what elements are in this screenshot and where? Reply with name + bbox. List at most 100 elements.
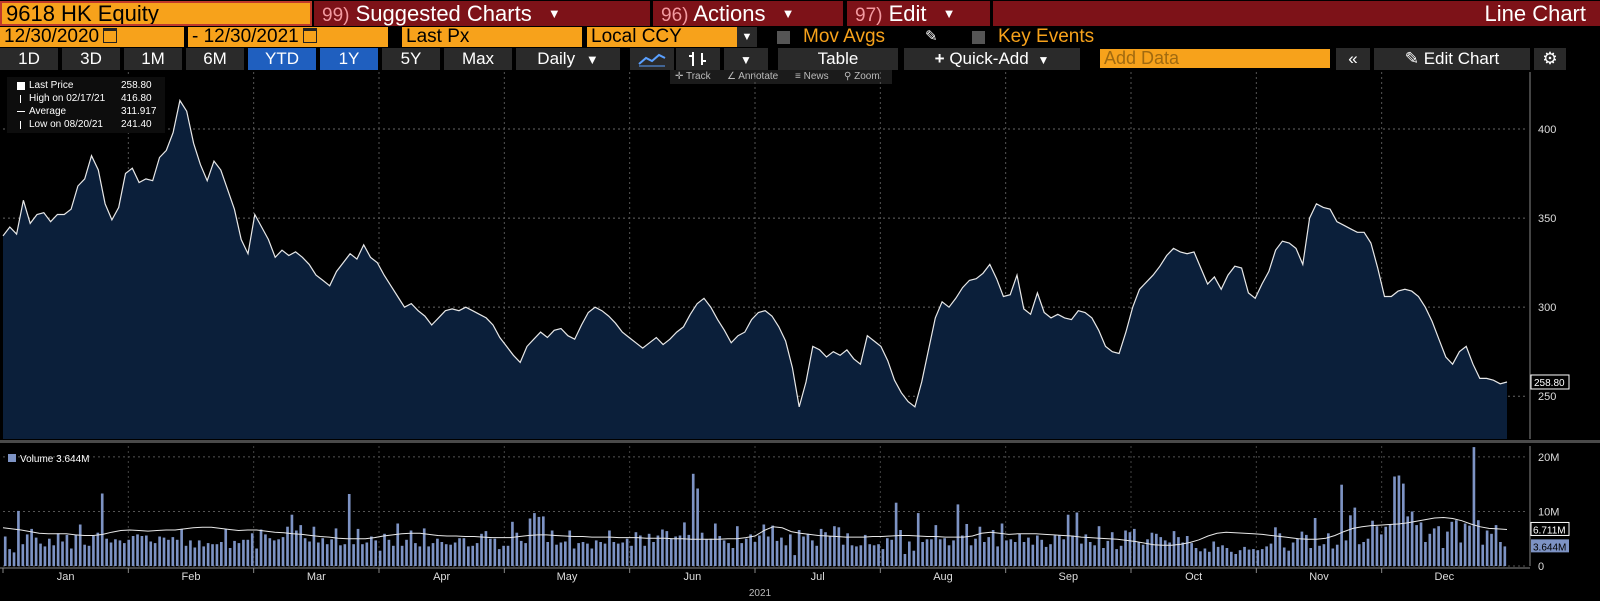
chevron-down-icon: ▼ xyxy=(547,6,561,21)
volume-bar xyxy=(771,525,774,566)
field-select[interactable]: Last Px xyxy=(402,27,582,47)
volume-gridlines xyxy=(3,446,1528,567)
volume-bar xyxy=(1185,536,1189,566)
volume-bar xyxy=(1230,551,1233,566)
period-select[interactable]: Daily ▼ xyxy=(516,48,620,70)
collapse-icon[interactable]: « xyxy=(1336,48,1370,70)
volume-bar xyxy=(1036,535,1039,566)
volume-bar xyxy=(599,542,602,566)
volume-bar xyxy=(299,525,303,566)
gear-icon[interactable]: ⚙ xyxy=(1534,48,1566,70)
volume-bar xyxy=(1124,530,1127,566)
volume-bar xyxy=(1110,532,1114,566)
volume-bar xyxy=(83,544,86,566)
volume-bar xyxy=(43,546,47,566)
price-tick-label: 350 xyxy=(1538,213,1556,225)
mov-avgs-label[interactable]: Mov Avgs xyxy=(803,27,886,47)
volume-bar xyxy=(1278,533,1282,566)
key-events-label[interactable]: Key Events xyxy=(998,27,1095,47)
volume-bar xyxy=(1269,543,1273,566)
line-chart-type-button[interactable] xyxy=(630,48,674,70)
volume-bar xyxy=(1291,542,1295,566)
volume-bar xyxy=(863,534,867,566)
edit-button[interactable]: 97) Edit ▼ xyxy=(847,1,990,26)
volume-bar xyxy=(546,542,550,566)
ticker-input[interactable]: 9618 HK Equity xyxy=(0,1,312,26)
volume-bar xyxy=(665,531,669,566)
edit-chart-button[interactable]: ✎ Edit Chart xyxy=(1374,48,1530,70)
volume-bar xyxy=(1446,531,1449,566)
low-value: 241.40 xyxy=(121,119,152,130)
price-area-fill xyxy=(3,100,1507,439)
suggested-charts-button[interactable]: 99) Suggested Charts ▼ xyxy=(314,1,650,26)
range-1y-button[interactable]: 1Y xyxy=(320,48,378,70)
volume-bar xyxy=(846,533,849,566)
chart-type-dropdown[interactable]: ▼ xyxy=(724,48,768,70)
range-5y-button[interactable]: 5Y xyxy=(382,48,440,70)
range-3d-button[interactable]: 3D xyxy=(62,48,120,70)
range-max-button[interactable]: Max xyxy=(444,48,512,70)
volume-bar xyxy=(1208,551,1211,566)
date-to-field[interactable]: - 12/30/2021 xyxy=(188,27,388,47)
volume-bar xyxy=(418,546,422,566)
chevron-down-icon: ▼ xyxy=(942,6,956,21)
volume-bar xyxy=(947,545,951,566)
volume-bar xyxy=(868,544,872,566)
chevron-down-icon[interactable]: ▼ xyxy=(737,27,757,47)
actions-button[interactable]: 96) Actions ▼ xyxy=(653,1,843,26)
volume-bar xyxy=(1168,542,1171,566)
volume-last-tag xyxy=(1531,539,1569,553)
x-tick-label: Jun xyxy=(683,571,701,583)
calendar-icon[interactable] xyxy=(302,28,317,43)
annotate-label: Annotate xyxy=(738,71,779,82)
volume-bar xyxy=(458,538,461,566)
bar-chart-type-button[interactable] xyxy=(676,48,720,70)
volume-bar xyxy=(581,542,585,566)
range-6m-button[interactable]: 6M xyxy=(186,48,244,70)
range-1d-button[interactable]: 1D xyxy=(0,48,58,70)
edit-chart-label: Edit Chart xyxy=(1423,49,1500,68)
volume-bar xyxy=(974,538,977,566)
date-from-field[interactable]: 12/30/2020 xyxy=(0,27,184,47)
key-events-checkbox[interactable] xyxy=(972,31,985,44)
volume-bar xyxy=(1410,511,1414,566)
volume-bar xyxy=(1362,542,1365,566)
price-volume-chart[interactable]: 250 300 350 400 258.80 20M 10M 0 6.711M 3.644M J… xyxy=(0,70,1600,601)
pencil-icon[interactable]: ✎ xyxy=(925,28,938,45)
volume-bar xyxy=(886,538,889,566)
mov-avgs-checkbox[interactable] xyxy=(777,31,790,44)
add-data-input[interactable]: Add Data xyxy=(1100,49,1330,68)
track-tool[interactable]: ✛ Track xyxy=(675,71,711,82)
volume-bar xyxy=(537,516,541,566)
calendar-icon[interactable] xyxy=(103,28,118,43)
volume-bar xyxy=(48,538,51,566)
high-value: 416.80 xyxy=(121,93,152,104)
range-ytd-button[interactable]: YTD xyxy=(248,48,316,70)
volume-bar xyxy=(718,536,722,566)
volume-bar xyxy=(674,536,677,566)
news-tool[interactable]: ≡ News xyxy=(795,71,829,82)
zoom-tool[interactable]: ⚲ Zoom xyxy=(844,71,880,82)
volume-bar xyxy=(908,541,911,566)
currency-select[interactable]: Local CCY ▼ xyxy=(587,27,757,47)
x-year-label: 2021 xyxy=(749,588,772,599)
volume-bar xyxy=(1071,535,1074,566)
table-button[interactable]: Table xyxy=(778,48,898,70)
volume-bar xyxy=(339,545,342,566)
controls-bar: 12/30/2020 - 12/30/2021 Last Px Local CC… xyxy=(0,27,1600,47)
quick-add-button[interactable]: + Quick-Add ▼ xyxy=(904,48,1080,70)
volume-bar xyxy=(127,539,131,566)
volume-bar xyxy=(70,548,73,566)
volume-bar xyxy=(17,510,20,566)
range-1m-button[interactable]: 1M xyxy=(124,48,182,70)
actions-label: Actions xyxy=(693,1,766,26)
volume-bar xyxy=(361,544,364,566)
volume-bar xyxy=(1335,544,1339,566)
annotate-tool[interactable]: ∠ Annotate xyxy=(727,71,779,82)
volume-bar xyxy=(833,526,836,566)
volume-bar xyxy=(912,550,916,566)
price-tick-label: 400 xyxy=(1538,124,1556,136)
volume-bar xyxy=(1097,526,1101,566)
volume-bar xyxy=(621,542,625,566)
volume-bars xyxy=(3,447,1507,566)
